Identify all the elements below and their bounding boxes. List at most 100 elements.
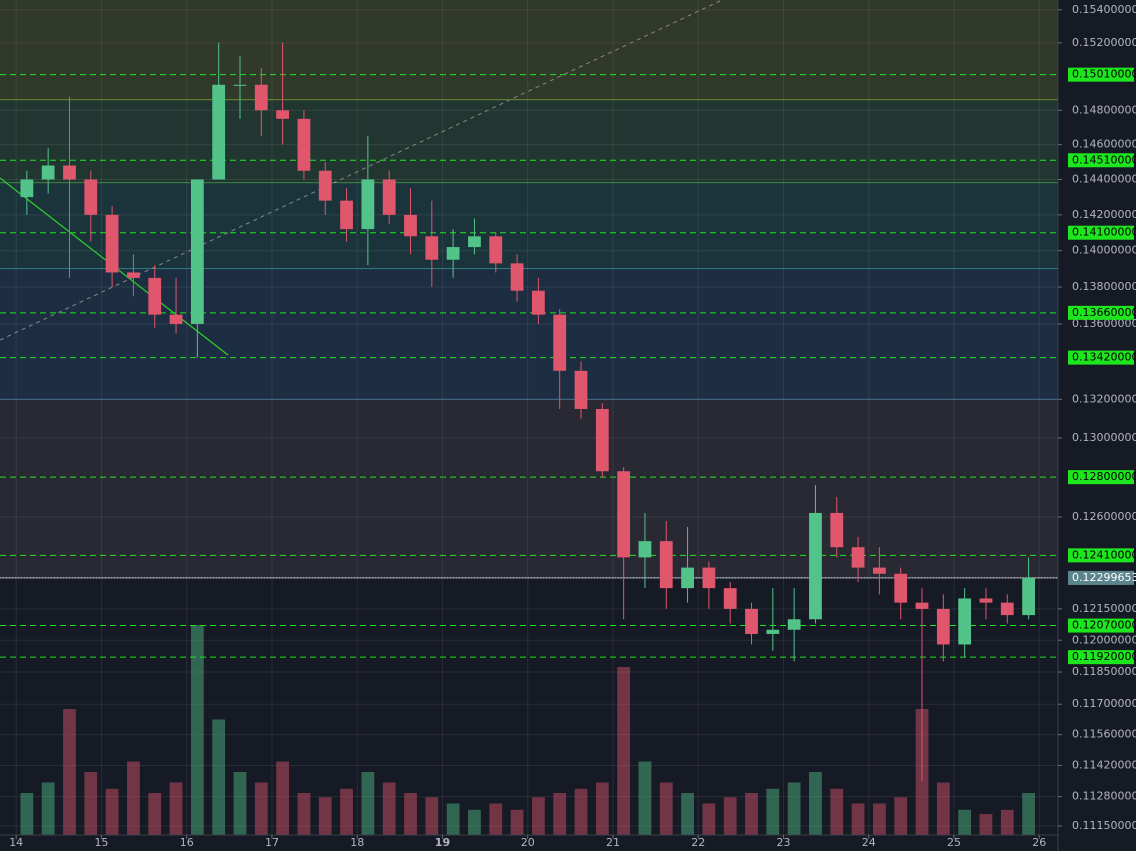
x-tick-label: 22	[691, 836, 705, 849]
candle-body	[212, 84, 226, 180]
volume-bar	[872, 803, 886, 835]
volume-bar	[41, 782, 55, 835]
fib-zone	[0, 0, 1058, 101]
volume-bar	[681, 793, 694, 835]
volume-bar	[809, 772, 822, 835]
volume-bar	[20, 793, 34, 835]
volume-bar	[659, 782, 673, 835]
current-price-label: 0.12299653	[1072, 571, 1136, 584]
y-tick-label: 0.11150000	[1072, 819, 1136, 832]
candle-body	[958, 598, 972, 645]
candle-body	[276, 110, 290, 119]
volume-bar	[894, 797, 908, 835]
volume-bar	[190, 625, 204, 835]
trend-line-dashed	[0, 0, 723, 341]
volume-bar	[489, 803, 503, 835]
candle-body	[766, 629, 780, 634]
volume-bar	[830, 788, 844, 835]
volume-bar	[723, 797, 737, 835]
candle-body	[574, 370, 588, 409]
candle-body	[638, 541, 652, 558]
candle-body	[595, 408, 609, 472]
volume-bar	[851, 803, 865, 835]
level-label-box	[1068, 618, 1134, 633]
candle-body	[894, 573, 908, 603]
candle-body	[510, 263, 524, 291]
level-label: 0.12800000	[1072, 470, 1136, 483]
volume-bar	[574, 788, 588, 835]
level-label-box	[1068, 67, 1134, 82]
volume-bar	[1000, 809, 1014, 835]
y-tick-label: 0.11700000	[1072, 697, 1136, 710]
y-tick-label: 0.11280000	[1072, 790, 1136, 803]
candle-body	[382, 179, 396, 215]
volume-bar	[297, 793, 311, 835]
volume-bar	[617, 667, 631, 835]
volume-bar	[936, 782, 950, 835]
candle-body	[681, 567, 694, 589]
grid	[0, 0, 1058, 835]
candle-body	[553, 314, 567, 371]
candle-body	[254, 84, 268, 111]
y-tick-label: 0.13800000	[1072, 280, 1136, 293]
volume-bar	[84, 772, 98, 835]
candle-body	[425, 236, 439, 260]
y-tick-label: 0.11850000	[1072, 665, 1136, 678]
y-tick-label: 0.14000000	[1072, 244, 1136, 257]
x-tick-label: 26	[1032, 836, 1046, 849]
axes: 0.15400000 0.15200000 0.14800000 0.14600000…	[9, 3, 1136, 849]
volume-bar	[63, 709, 76, 835]
candle-body	[1000, 602, 1014, 616]
level-label-box	[1068, 153, 1134, 168]
candles	[20, 42, 1035, 781]
level-label: 0.13660000	[1072, 306, 1136, 319]
volume-bar	[148, 793, 162, 835]
y-tick-label: 0.14200000	[1072, 208, 1136, 221]
candle-body	[404, 214, 417, 237]
volume-bar	[787, 782, 801, 835]
level-label-box	[1068, 470, 1134, 485]
level-label: 0.13420000	[1072, 351, 1136, 364]
candle-body	[84, 179, 98, 215]
fib-zone	[0, 100, 1058, 184]
volume-bar	[702, 803, 716, 835]
x-tick-label: 16	[180, 836, 194, 849]
candle-body	[872, 567, 886, 574]
y-tick-label: 0.13000000	[1072, 431, 1136, 444]
candle-body	[489, 236, 503, 264]
level-label: 0.12410000	[1072, 548, 1136, 561]
candle-body	[468, 236, 481, 248]
x-tick-label: 15	[94, 836, 108, 849]
volume-bar	[233, 772, 247, 835]
candle-body	[361, 179, 375, 230]
candle-body	[979, 598, 993, 603]
y-tick-label: 0.13600000	[1072, 317, 1136, 330]
volume-bar	[979, 814, 993, 835]
x-tick-label: 21	[606, 836, 620, 849]
candle-body	[446, 247, 460, 260]
volume-bar	[276, 761, 290, 835]
volume-bar	[446, 803, 460, 835]
x-tick-label: 19	[435, 836, 450, 849]
volume-bar	[1022, 793, 1035, 835]
candle-body	[809, 512, 822, 620]
candle-body	[936, 608, 950, 645]
candle-body	[41, 165, 55, 180]
volume-bar	[510, 809, 524, 835]
candle-body	[787, 619, 801, 630]
level-label-box	[1068, 650, 1134, 665]
candle-body	[63, 165, 76, 180]
level-label: 0.14100000	[1072, 226, 1136, 239]
volume	[20, 625, 1035, 835]
volume-bar	[212, 719, 226, 835]
candle-body	[190, 179, 204, 324]
y-tick-label: 0.12000000	[1072, 633, 1136, 646]
y-tick-label: 0.14400000	[1072, 172, 1136, 185]
candle-body	[915, 602, 929, 609]
zones	[0, 0, 1058, 579]
level-label: 0.15010000	[1072, 68, 1136, 81]
volume-bar	[105, 788, 119, 835]
candle-body	[851, 547, 865, 568]
